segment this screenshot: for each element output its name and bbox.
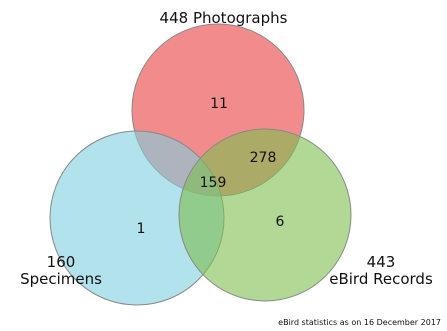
- specimens-only-count: 1: [136, 221, 146, 237]
- all-three-count: 159: [199, 175, 227, 191]
- photographs-set-label: 448 Photographs: [0, 9, 447, 27]
- photographs-count: 448: [159, 9, 189, 27]
- specimens-name: Specimens: [20, 270, 102, 289]
- specimens-set-label: 160 Specimens: [6, 253, 116, 289]
- photographs-ebird-count: 278: [249, 150, 277, 166]
- ebird-count: 443: [366, 253, 396, 271]
- specimens-count: 160: [46, 253, 76, 271]
- photographs-only-count: 11: [210, 96, 228, 112]
- ebird-set-label: 443 eBird Records: [320, 253, 442, 289]
- ebird-only-count: 6: [275, 214, 285, 230]
- ebird-name: eBird Records: [329, 270, 433, 289]
- footnote: eBird statistics as on 16 December 2017: [278, 318, 441, 327]
- photographs-name: Photographs: [192, 9, 288, 27]
- ebird-circle: [178, 128, 352, 302]
